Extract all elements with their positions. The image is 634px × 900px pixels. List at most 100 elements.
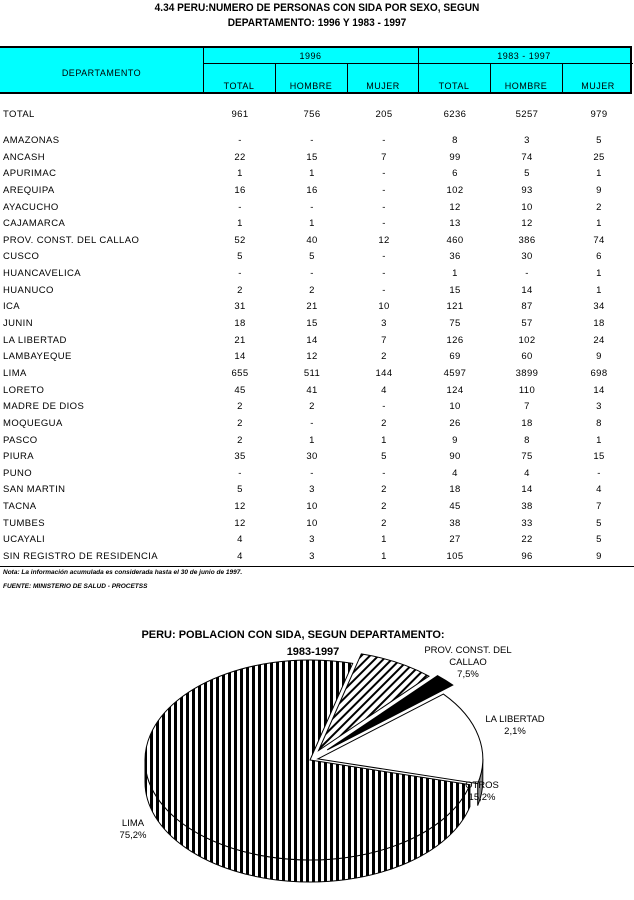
- cell-value: 121: [446, 301, 464, 313]
- cell-value: 14: [521, 484, 533, 496]
- cell-value: 12: [306, 351, 318, 363]
- cell-value: 8: [452, 135, 458, 146]
- slice-label: PROV. CONST. DEL: [424, 645, 511, 656]
- cell-value: 15: [306, 151, 318, 163]
- table-title-line1: 4.34 PERU:NUMERO DE PERSONAS CON SIDA PO…: [154, 2, 480, 14]
- pie-chart: PERU: POBLACION CON SIDA, SEGUN DEPARTAM…: [120, 629, 545, 883]
- slice-value-label: 2,1%: [504, 726, 526, 737]
- cell-value: 7: [381, 334, 387, 346]
- table-row: AMAZONAS - - - 8 3 5: [0, 135, 634, 151]
- cell-value: 27: [449, 534, 461, 546]
- chart-title: PERU: POBLACION CON SIDA, SEGUN DEPARTAM…: [141, 629, 444, 641]
- cell-value: 1: [596, 218, 602, 230]
- cell-value: 10: [521, 201, 533, 213]
- table-row: LORETO 45 41 4 124 110 14: [0, 385, 634, 401]
- cell-value: 36: [449, 251, 461, 263]
- department-name: TACNA: [3, 501, 37, 513]
- cell-value: 8: [524, 434, 530, 446]
- cell-value: 14: [306, 334, 318, 346]
- department-name: AREQUIPA: [3, 184, 55, 196]
- table-row: TACNA 12 10 2 45 38 7: [0, 501, 634, 517]
- cell-value: 4: [237, 551, 243, 562]
- department-name: CAJAMARCA: [3, 218, 66, 230]
- cell-value: -: [597, 467, 601, 479]
- cell-value: 10: [378, 301, 390, 313]
- cell-value: 511: [303, 367, 321, 379]
- cell-value: -: [310, 467, 314, 479]
- table-row: HUANCAVELICA - - - 1 - 1: [0, 268, 634, 284]
- cell-value: 4: [596, 484, 602, 496]
- table-row: CAJAMARCA 1 1 - 13 12 1: [0, 218, 634, 234]
- cell-value: 14: [593, 384, 605, 396]
- total-row: TOTAL 961 756 205 6236 5257 979: [0, 109, 634, 125]
- cell-value: 16: [234, 184, 246, 196]
- cell-value: -: [382, 401, 386, 413]
- slice-value-label: 15,2%: [469, 792, 496, 803]
- cell-value: 93: [521, 184, 533, 196]
- cell-value: 6236: [443, 109, 467, 120]
- cell-value: 5257: [515, 109, 539, 120]
- cell-value: 7: [524, 401, 530, 413]
- cell-value: 40: [306, 234, 318, 246]
- cell-value: 24: [593, 334, 605, 346]
- cell-value: 21: [234, 334, 246, 346]
- cell-value: 1: [237, 218, 243, 230]
- cell-value: 45: [234, 384, 246, 396]
- cell-value: 18: [593, 318, 605, 330]
- table-row: MOQUEGUA 2 - 2 26 18 8: [0, 418, 634, 434]
- cell-value: 5: [381, 451, 387, 463]
- cell-value: 60: [521, 351, 533, 363]
- cell-value: 34: [593, 301, 605, 313]
- cell-value: -: [238, 135, 242, 146]
- cell-value: -: [382, 251, 386, 263]
- department-name: LAMBAYEQUE: [3, 351, 72, 363]
- cell-value: 3: [596, 401, 602, 413]
- table-row: PASCO 2 1 1 9 8 1: [0, 435, 634, 451]
- cell-value: 10: [449, 401, 461, 413]
- cell-value: 45: [449, 501, 461, 513]
- cell-value: 13: [449, 218, 461, 230]
- cell-value: 7: [381, 151, 387, 163]
- cell-value: 5: [596, 135, 602, 146]
- cell-value: 30: [306, 451, 318, 463]
- department-name: JUNIN: [3, 318, 33, 330]
- cell-value: 2: [237, 434, 243, 446]
- department-name: PROV. CONST. DEL CALLAO: [3, 234, 140, 246]
- cell-value: 5: [524, 168, 530, 180]
- cell-value: 41: [306, 384, 318, 396]
- cell-value: 30: [521, 251, 533, 263]
- cell-value: 4597: [443, 367, 467, 379]
- cell-value: 99: [449, 151, 461, 163]
- cell-value: 18: [234, 318, 246, 330]
- cell-value: 21: [306, 301, 318, 313]
- cell-value: 6: [596, 251, 602, 263]
- cell-value: 15: [449, 284, 461, 296]
- cell-value: 9: [596, 184, 602, 196]
- department-name: APURIMAC: [3, 168, 57, 180]
- cell-value: 6: [452, 168, 458, 180]
- cell-value: 15: [593, 451, 605, 463]
- cell-value: 12: [378, 234, 390, 246]
- cell-value: 756: [303, 109, 321, 120]
- department-name: AMAZONAS: [3, 135, 60, 146]
- cell-value: 1: [309, 218, 315, 230]
- cell-value: -: [382, 268, 386, 280]
- cell-value: 38: [521, 501, 533, 513]
- table-row: SIN REGISTRO DE RESIDENCIA 4 3 1 105 96 9: [0, 551, 634, 567]
- cell-value: 460: [446, 234, 464, 246]
- cell-value: -: [382, 201, 386, 213]
- pie-slice-otros: [316, 693, 484, 785]
- department-name: LA LIBERTAD: [3, 334, 67, 346]
- cell-value: 205: [375, 109, 393, 120]
- cell-value: 3899: [515, 367, 539, 379]
- table-row: TUMBES 12 10 2 38 33 5: [0, 518, 634, 534]
- table-row: LAMBAYEQUE 14 12 2 69 60 9: [0, 351, 634, 367]
- cell-value: 3: [309, 551, 315, 562]
- cell-value: 3: [309, 534, 315, 546]
- cell-value: 5: [237, 251, 243, 263]
- department-name: UCAYALI: [3, 534, 46, 546]
- department-name: ANCASH: [3, 151, 45, 163]
- table-row: UCAYALI 4 3 1 27 22 5: [0, 534, 634, 550]
- header-departamento: DEPARTAMENTO: [61, 68, 142, 78]
- table-bottom-rule: [0, 566, 634, 567]
